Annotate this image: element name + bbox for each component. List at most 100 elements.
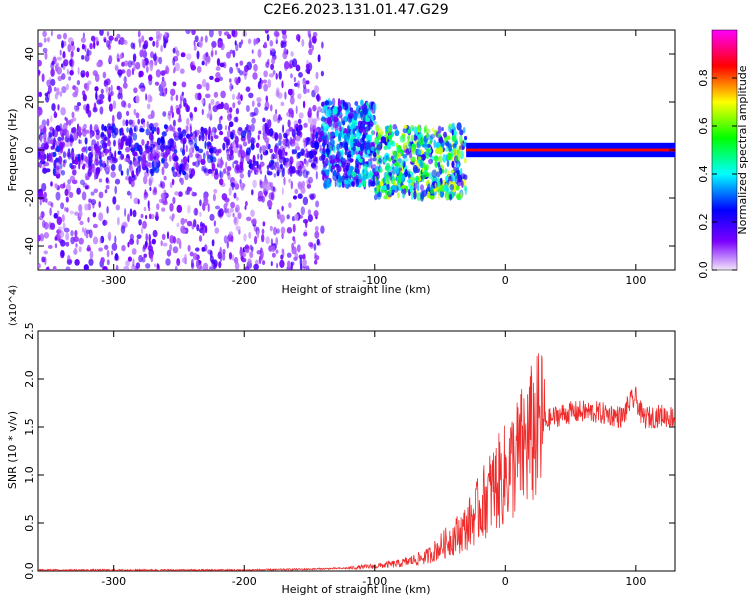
spectrogram-cell xyxy=(355,158,359,167)
spectrogram-cell xyxy=(253,38,256,46)
spectrogram-cell xyxy=(247,169,251,178)
spectrogram-cell xyxy=(66,83,69,91)
spectrogram-cell xyxy=(125,119,129,127)
spectrogram-cell xyxy=(410,124,415,130)
spectrogram-cell xyxy=(350,181,354,186)
snr-x-axis-label: Height of straight line (km) xyxy=(281,583,430,596)
spectrogram-cell xyxy=(71,127,74,133)
spectrogram-cell xyxy=(288,126,294,132)
spectrogram-cell xyxy=(294,135,301,142)
spectrogram-cell xyxy=(203,262,209,270)
spectrogram-cell xyxy=(252,218,257,226)
spectrogram-cell xyxy=(50,30,53,37)
spectrogram-cell xyxy=(126,190,131,196)
spectrogram-cell xyxy=(222,142,226,151)
spectrogram-cell xyxy=(54,243,58,249)
spectrogram-cell xyxy=(89,124,93,133)
spectrogram-cell xyxy=(126,168,130,177)
spectrogram-cell xyxy=(452,148,458,156)
spectrogram-cell xyxy=(107,231,112,241)
spectrogram-cell xyxy=(342,99,345,107)
spectrogram-cell xyxy=(345,175,349,181)
spectrogram-cell xyxy=(228,107,233,113)
spectrogram-cell xyxy=(84,137,88,145)
spectrogram-cell xyxy=(268,128,274,137)
spectrogram-cell xyxy=(76,80,81,86)
spectrogram-cell xyxy=(98,201,101,208)
spectrogram-cell xyxy=(191,191,194,197)
spectrogram-cell xyxy=(110,250,114,256)
spectrogram-cell xyxy=(331,164,336,170)
spectrogram-cell xyxy=(153,53,157,62)
spectrogram-cell xyxy=(322,121,326,128)
spectrogram-cell xyxy=(399,135,405,143)
spectrogram-cell xyxy=(65,207,69,213)
spectrogram-cell xyxy=(297,193,303,199)
spectrogram-cell xyxy=(44,51,48,60)
spectrogram-cell xyxy=(117,216,120,226)
spectrogram-cell xyxy=(67,179,71,185)
spectrogram-cell xyxy=(462,126,466,134)
spectrogram-cell xyxy=(360,120,366,130)
spectrogram-cell xyxy=(176,237,181,245)
y-tick-label: 1.5 xyxy=(23,418,36,436)
spectrogram-cell xyxy=(173,161,179,170)
spectrogram-cell xyxy=(430,133,435,139)
spectrogram-cell xyxy=(115,65,119,72)
spectrogram-cell xyxy=(245,200,248,207)
spectrogram-cell xyxy=(183,148,186,156)
spectrogram-cell xyxy=(271,245,276,253)
spectrogram-cell xyxy=(110,84,113,92)
spectrogram-cell xyxy=(53,159,57,169)
spectrogram-cell xyxy=(185,125,189,131)
spectrogram-cell xyxy=(233,116,238,123)
spectrogram-cell xyxy=(53,212,59,219)
spectrogram-cell xyxy=(307,88,310,93)
spectrogram-cell xyxy=(203,168,208,173)
spectrogram-cell xyxy=(156,203,160,210)
spectrogram-cell xyxy=(290,73,293,79)
spectrogram-cell xyxy=(169,154,172,162)
spectrogram-cell xyxy=(201,99,205,104)
spectrogram-cell xyxy=(92,223,98,229)
spectrogram-cell xyxy=(99,106,104,115)
spectrogram-cell xyxy=(120,92,123,100)
spectrogram-cell xyxy=(95,71,98,78)
spectrogram-cell xyxy=(180,217,185,226)
spectrogram-cell xyxy=(281,205,284,212)
spectrogram-cell xyxy=(422,171,426,180)
spectrogram-cell xyxy=(252,72,258,80)
spectrogram-cell xyxy=(297,182,303,190)
spectrogram-cell xyxy=(407,171,411,178)
spectrogram-cell xyxy=(87,80,92,85)
spectrogram-cell xyxy=(252,160,259,166)
spectrogram-cell xyxy=(332,106,338,115)
spectrogram-cell xyxy=(81,152,84,161)
spectrogram-cell xyxy=(411,191,414,200)
spectrogram-cell xyxy=(437,125,442,134)
spectrogram-cell xyxy=(139,144,143,151)
spectrogram-cell xyxy=(438,136,444,144)
spectrogram-cell xyxy=(132,53,137,62)
spectrogram-cell xyxy=(448,125,452,133)
spectrogram-cell xyxy=(225,161,228,169)
spectrogram-cell xyxy=(429,139,433,145)
spectrogram-cell xyxy=(63,32,67,40)
spectrogram-cell xyxy=(269,148,273,153)
spectrogram-cell xyxy=(380,136,386,144)
spectrogram-cell xyxy=(314,230,320,239)
spectrogram-cell xyxy=(165,258,171,266)
spectrogram-cell xyxy=(251,117,256,124)
spectrogram-cell xyxy=(153,186,157,193)
spectrogram-cell xyxy=(83,264,89,270)
spectrogram-cell xyxy=(59,163,63,170)
x-tick-label: -300 xyxy=(101,274,126,287)
spectrogram-cell xyxy=(228,121,234,128)
spectrogram-cell xyxy=(87,203,92,211)
spectrogram-cell xyxy=(385,174,391,182)
spectrogram-cell xyxy=(333,113,339,123)
spectrogram-cell xyxy=(222,252,226,261)
spectrogram-cell xyxy=(275,249,279,254)
spectrogram-cell xyxy=(271,57,276,65)
spectrogram-cell xyxy=(250,209,255,217)
